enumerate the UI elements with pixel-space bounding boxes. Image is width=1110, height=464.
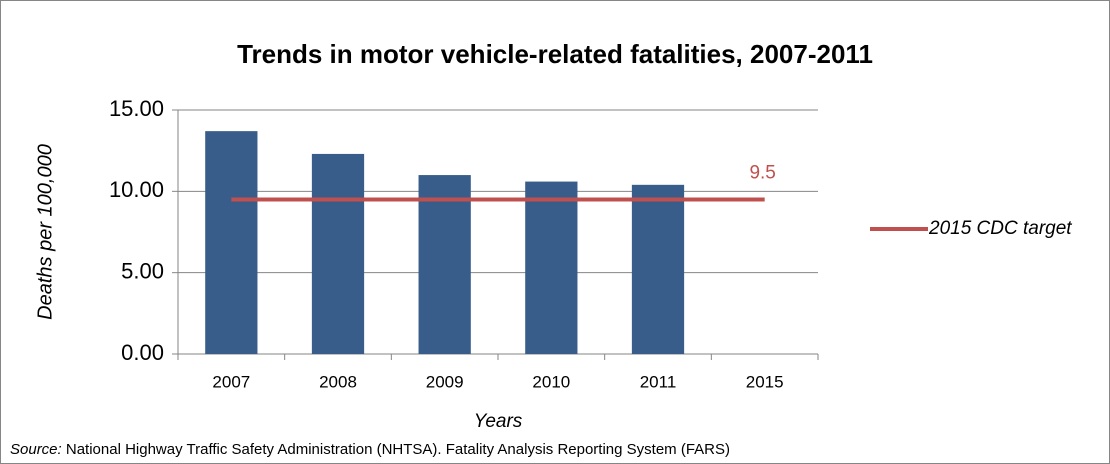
y-tick-label: 0.00: [121, 340, 164, 365]
bar: [525, 181, 578, 354]
source-text: National Highway Traffic Safety Administ…: [66, 441, 730, 458]
x-tick-label: 2007: [212, 372, 250, 391]
x-tick-label: 2011: [640, 372, 677, 391]
x-tick-label: 2010: [532, 372, 570, 391]
y-tick-label: 5.00: [121, 258, 164, 283]
source: Source: National Highway Traffic Safety …: [10, 441, 730, 458]
bar: [418, 175, 471, 354]
x-tick-label: 2008: [319, 372, 357, 391]
y-axis-label: Deaths per 100,000: [34, 144, 56, 320]
legend-label: 2015 CDC target: [928, 218, 1072, 239]
bar: [631, 184, 685, 354]
source-label: Source:: [10, 441, 62, 458]
chart-title: Trends in motor vehicle-related fataliti…: [237, 39, 873, 69]
bar: [311, 153, 365, 354]
y-tick-label: 10.00: [109, 177, 164, 202]
data-label: 9.5: [749, 162, 775, 183]
x-tick-label: 2015: [746, 372, 784, 391]
x-axis-label: Years: [474, 411, 523, 432]
x-tick-label: 2009: [426, 372, 464, 391]
y-tick-label: 15.00: [109, 96, 164, 121]
bar: [205, 131, 258, 354]
